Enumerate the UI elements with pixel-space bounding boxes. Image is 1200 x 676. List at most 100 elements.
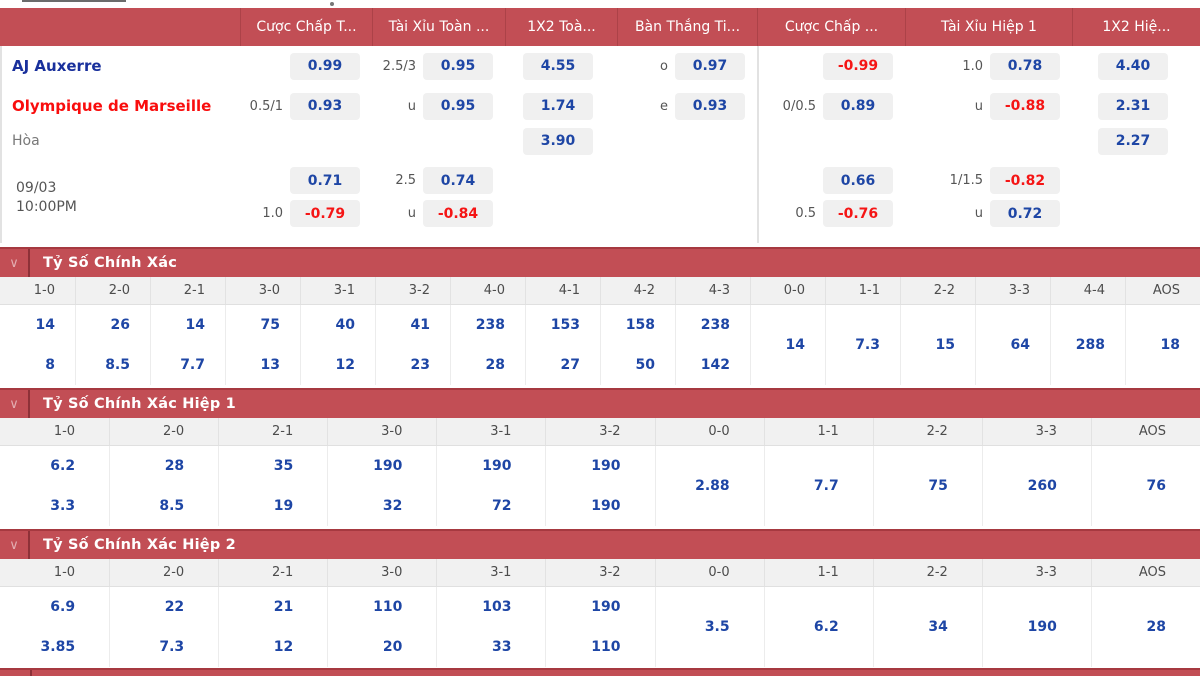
odds-button[interactable]: 1.74 <box>523 92 593 120</box>
score-odds-cell[interactable]: 153 <box>550 317 580 333</box>
score-odds-cell[interactable]: 27 <box>560 357 580 373</box>
market-column-header: Tài Xỉu Hiệp 1 <box>905 8 1072 46</box>
score-odds-cell[interactable]: 7.7 <box>813 478 839 494</box>
odds-button[interactable]: -0.99 <box>823 52 893 80</box>
score-column-header: 2-0 <box>109 559 218 586</box>
score-odds-cell[interactable]: 14 <box>35 317 55 333</box>
odds-button[interactable]: 0.95 <box>423 52 493 80</box>
score-column-header: 1-1 <box>763 559 873 586</box>
odds-button[interactable]: 0.74 <box>423 167 493 194</box>
score-odds-cell[interactable]: 28 <box>1146 619 1166 635</box>
odds-button[interactable]: -0.88 <box>990 92 1060 120</box>
score-odds-cell[interactable]: 26 <box>110 317 130 333</box>
odds-button[interactable]: -0.76 <box>823 200 893 227</box>
odds-button[interactable]: 4.55 <box>523 52 593 80</box>
score-odds-cell[interactable]: 8.5 <box>105 357 130 373</box>
odds-button[interactable]: -0.84 <box>423 200 493 227</box>
score-odds-cell[interactable]: 6.9 <box>50 599 76 615</box>
score-odds-cell[interactable]: 32 <box>382 498 403 514</box>
score-odds-cell[interactable]: 13 <box>260 357 280 373</box>
score-odds-cell[interactable]: 28 <box>164 458 185 474</box>
score-odds-cell[interactable]: 14 <box>785 337 805 353</box>
score-odds-cell[interactable]: 238 <box>700 317 730 333</box>
odds-button[interactable]: 2.27 <box>1098 127 1168 155</box>
score-odds-cell[interactable]: 12 <box>335 357 355 373</box>
score-odds-cell[interactable]: 190 <box>591 458 621 474</box>
score-odds-cell[interactable]: 142 <box>700 357 730 373</box>
score-odds-cell[interactable]: 2.88 <box>695 478 730 494</box>
odds-button[interactable]: 0.78 <box>990 52 1060 80</box>
market-cell <box>1072 164 1200 197</box>
score-column: 103 33 <box>436 587 545 667</box>
score-odds-cell[interactable]: 75 <box>928 478 948 494</box>
score-odds-cell[interactable]: 35 <box>273 458 294 474</box>
odds-button[interactable]: 0.99 <box>290 52 360 80</box>
score-odds-cell[interactable]: 34 <box>928 619 948 635</box>
score-odds-cell[interactable]: 64 <box>1010 337 1030 353</box>
odds-button[interactable]: 3.90 <box>523 127 593 155</box>
score-odds-cell[interactable]: 3.85 <box>40 639 76 655</box>
score-odds-cell[interactable]: 50 <box>635 357 655 373</box>
score-odds-cell[interactable]: 3.3 <box>50 498 76 514</box>
score-odds-cell[interactable]: 23 <box>410 357 430 373</box>
odds-button[interactable]: 0.72 <box>990 200 1060 227</box>
score-odds-cell[interactable]: 12 <box>273 639 294 655</box>
score-odds-cell[interactable]: 22 <box>164 599 185 615</box>
score-odds-cell[interactable]: 14 <box>185 317 205 333</box>
score-odds-cell[interactable]: 76 <box>1146 478 1166 494</box>
score-odds-cell[interactable]: 288 <box>1075 337 1105 353</box>
odds-button[interactable]: -0.82 <box>990 167 1060 194</box>
chevron-down-icon[interactable]: ∨ <box>0 390 30 418</box>
score-odds-cell[interactable]: 238 <box>475 317 505 333</box>
score-odds-cell[interactable]: 33 <box>491 639 512 655</box>
score-odds-cell[interactable]: 72 <box>491 498 512 514</box>
score-odds-cell[interactable]: 6.2 <box>50 458 76 474</box>
score-odds-cell[interactable]: 18 <box>1160 337 1180 353</box>
score-odds-cell[interactable]: 20 <box>382 639 403 655</box>
score-odds-cell[interactable]: 190 <box>373 458 403 474</box>
section-header[interactable]: ∨ Tỷ Số Chính Xác Hiệp 1 <box>0 388 1200 418</box>
score-odds-cell[interactable]: 7.3 <box>855 337 880 353</box>
odds-button[interactable]: 0.71 <box>290 167 360 194</box>
score-odds-cell[interactable]: 75 <box>260 317 280 333</box>
score-odds-cell[interactable]: 3.5 <box>704 619 730 635</box>
section-header[interactable]: ∨ Tỷ Số Chính Xác Hiệp 2 <box>0 529 1200 559</box>
score-odds-cell[interactable]: 7.3 <box>159 639 185 655</box>
chevron-down-icon[interactable]: ∨ <box>0 249 30 277</box>
odds-button[interactable]: 0.93 <box>675 92 745 120</box>
odds-button[interactable]: 0.93 <box>290 92 360 120</box>
handicap-line: 2.5 <box>395 173 416 188</box>
score-odds-cell[interactable]: 6.2 <box>813 619 839 635</box>
score-odds-cell[interactable]: 110 <box>591 639 621 655</box>
score-odds-cell[interactable]: 15 <box>935 337 955 353</box>
score-odds-cell[interactable]: 103 <box>482 599 512 615</box>
score-odds-cell[interactable]: 190 <box>482 458 512 474</box>
score-odds-cell[interactable]: 21 <box>273 599 294 615</box>
section-header[interactable]: ∨ Tỷ Số Chính Xác <box>0 247 1200 277</box>
score-odds-cell[interactable]: 7.7 <box>180 357 205 373</box>
score-odds-cell[interactable]: 110 <box>373 599 403 615</box>
score-odds-cell[interactable]: 28 <box>485 357 505 373</box>
odds-button[interactable]: 0.89 <box>823 92 893 120</box>
odds-button[interactable]: 0.95 <box>423 92 493 120</box>
score-odds-cell[interactable]: 40 <box>335 317 355 333</box>
score-column: 190 32 <box>327 446 436 526</box>
odds-button[interactable]: 0.97 <box>675 52 745 80</box>
score-odds-cell[interactable]: 41 <box>410 317 430 333</box>
score-odds-cell[interactable]: 8 <box>45 357 55 373</box>
score-odds-cell[interactable]: 190 <box>591 599 621 615</box>
chevron-down-icon[interactable]: ∨ <box>0 531 30 559</box>
odds-button[interactable]: 2.31 <box>1098 92 1168 120</box>
market-cell: e 0.93 <box>617 86 757 126</box>
score-odds-cell[interactable]: 8.5 <box>159 498 185 514</box>
score-odds-cell[interactable]: 190 <box>1027 619 1057 635</box>
odds-button[interactable]: 0.66 <box>823 167 893 194</box>
market-cell <box>905 126 1072 156</box>
score-odds-cell[interactable]: 158 <box>625 317 655 333</box>
odds-button[interactable]: -0.79 <box>290 200 360 227</box>
score-odds-cell[interactable]: 190 <box>591 498 621 514</box>
score-odds-cell[interactable]: 19 <box>273 498 294 514</box>
score-column: 190 <box>981 587 1091 667</box>
odds-button[interactable]: 4.40 <box>1098 52 1168 80</box>
score-odds-cell[interactable]: 260 <box>1027 478 1057 494</box>
